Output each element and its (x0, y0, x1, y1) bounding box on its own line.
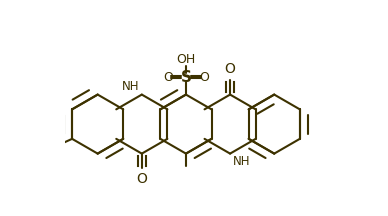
Text: O: O (136, 172, 147, 186)
Text: O: O (163, 71, 173, 84)
Text: OH: OH (176, 53, 196, 66)
Text: O: O (199, 71, 209, 84)
Text: O: O (225, 62, 236, 76)
Text: NH: NH (121, 80, 139, 93)
Text: S: S (180, 70, 191, 85)
Text: NH: NH (233, 155, 250, 168)
